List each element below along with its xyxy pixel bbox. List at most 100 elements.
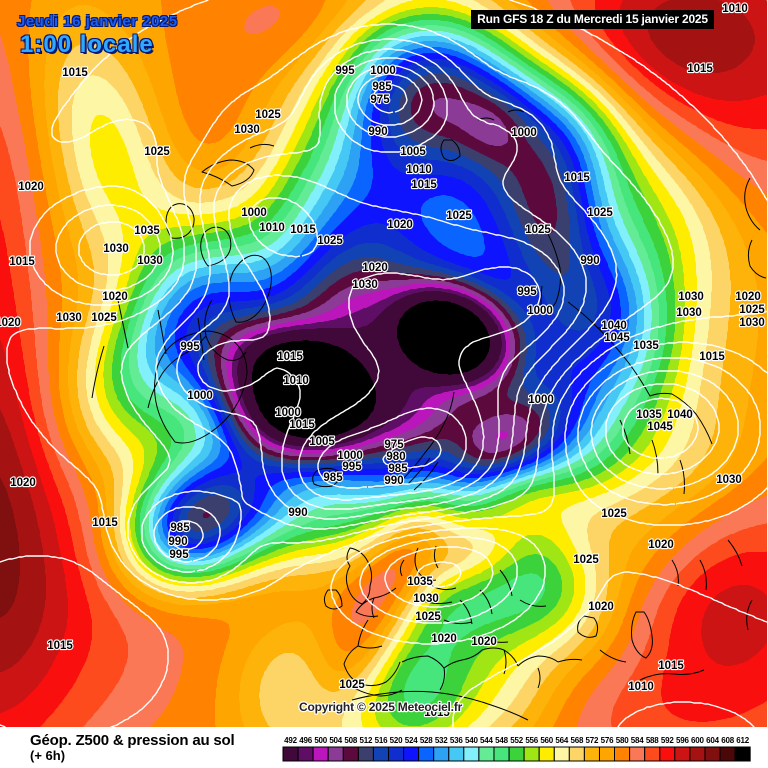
svg-text:975: 975 (370, 94, 390, 106)
svg-text:1045: 1045 (604, 332, 630, 344)
svg-text:1015: 1015 (9, 256, 35, 268)
svg-text:1030: 1030 (234, 124, 260, 136)
svg-text:536: 536 (450, 736, 463, 745)
svg-text:1015: 1015 (289, 419, 315, 431)
svg-text:604: 604 (706, 736, 719, 745)
svg-text:608: 608 (721, 736, 734, 745)
svg-text:1010: 1010 (283, 375, 309, 387)
svg-text:1000: 1000 (241, 207, 267, 219)
svg-text:1030: 1030 (678, 291, 704, 303)
svg-text:1020: 1020 (471, 636, 497, 648)
svg-text:552: 552 (510, 736, 523, 745)
svg-text:1000: 1000 (527, 305, 553, 317)
svg-text:564: 564 (555, 736, 568, 745)
svg-text:995: 995 (335, 65, 355, 77)
svg-text:985: 985 (372, 81, 392, 93)
svg-text:1025: 1025 (446, 210, 472, 222)
svg-text:1020: 1020 (387, 219, 413, 231)
svg-text:1015: 1015 (564, 172, 590, 184)
svg-text:1030: 1030 (352, 279, 378, 291)
svg-text:1015: 1015 (687, 63, 713, 75)
svg-text:1025: 1025 (739, 304, 765, 316)
svg-text:1010: 1010 (259, 222, 285, 234)
svg-text:1025: 1025 (525, 224, 551, 236)
svg-text:1005: 1005 (309, 436, 335, 448)
svg-text:1000: 1000 (187, 390, 213, 402)
svg-text:1020: 1020 (18, 181, 44, 193)
svg-text:1030: 1030 (103, 243, 129, 255)
svg-text:1025: 1025 (573, 554, 599, 566)
svg-text:1035: 1035 (134, 225, 160, 237)
svg-text:556: 556 (525, 736, 538, 745)
svg-text:528: 528 (420, 736, 433, 745)
svg-text:1045: 1045 (647, 421, 673, 433)
svg-text:1025: 1025 (587, 207, 613, 219)
svg-text:1020: 1020 (588, 601, 614, 613)
svg-text:1015: 1015 (658, 660, 684, 672)
svg-text:544: 544 (480, 736, 493, 745)
svg-text:508: 508 (344, 736, 357, 745)
svg-text:990: 990 (168, 536, 187, 548)
svg-text:548: 548 (495, 736, 508, 745)
svg-text:1030: 1030 (716, 474, 742, 486)
svg-text:1020: 1020 (735, 291, 761, 303)
svg-text:1025: 1025 (144, 146, 170, 158)
svg-text:1015: 1015 (411, 179, 437, 191)
svg-text:1025: 1025 (601, 508, 627, 520)
svg-text:568: 568 (571, 736, 584, 745)
svg-text:990: 990 (368, 126, 387, 138)
svg-text:1025: 1025 (317, 235, 343, 247)
svg-text:540: 540 (465, 736, 478, 745)
svg-text:592: 592 (661, 736, 674, 745)
svg-text:1025: 1025 (415, 611, 441, 623)
svg-text:1025: 1025 (255, 109, 281, 121)
svg-text:1020: 1020 (431, 633, 457, 645)
svg-text:1000: 1000 (528, 394, 554, 406)
svg-text:995: 995 (342, 461, 362, 473)
svg-text:1020: 1020 (10, 477, 36, 489)
svg-text:532: 532 (435, 736, 448, 745)
svg-text:1020: 1020 (0, 317, 21, 329)
svg-text:496: 496 (299, 736, 312, 745)
svg-text:1000: 1000 (370, 65, 396, 77)
svg-text:1035: 1035 (636, 409, 662, 421)
svg-text:500: 500 (314, 736, 327, 745)
svg-text:516: 516 (375, 736, 388, 745)
svg-text:524: 524 (405, 736, 418, 745)
svg-text:576: 576 (601, 736, 614, 745)
svg-text:990: 990 (580, 255, 599, 267)
svg-text:1000: 1000 (511, 127, 537, 139)
svg-text:980: 980 (386, 451, 405, 463)
svg-text:975: 975 (384, 439, 404, 451)
svg-text:985: 985 (170, 522, 190, 534)
svg-text:1030: 1030 (56, 312, 82, 324)
svg-text:1015: 1015 (62, 67, 88, 79)
svg-text:612: 612 (736, 736, 749, 745)
svg-text:985: 985 (323, 472, 343, 484)
svg-text:492: 492 (284, 736, 297, 745)
svg-text:1015: 1015 (92, 517, 118, 529)
svg-text:1015: 1015 (424, 707, 450, 719)
svg-text:1010: 1010 (406, 164, 432, 176)
svg-text:1005: 1005 (400, 146, 426, 158)
svg-text:1030: 1030 (413, 593, 439, 605)
svg-text:1040: 1040 (601, 320, 627, 332)
svg-text:1015: 1015 (47, 640, 73, 652)
svg-text:584: 584 (631, 736, 644, 745)
svg-text:588: 588 (646, 736, 659, 745)
svg-text:995: 995 (180, 341, 200, 353)
svg-text:1020: 1020 (648, 539, 674, 551)
svg-text:504: 504 (329, 736, 342, 745)
svg-text:Copyright © 2025 Meteociel.fr: Copyright © 2025 Meteociel.fr (299, 700, 463, 714)
svg-text:1020: 1020 (362, 262, 388, 274)
svg-text:1015: 1015 (290, 224, 316, 236)
svg-text:560: 560 (540, 736, 553, 745)
svg-text:1010: 1010 (722, 3, 748, 15)
svg-text:1035: 1035 (633, 340, 659, 352)
svg-text:1030: 1030 (676, 307, 702, 319)
svg-text:1040: 1040 (667, 409, 693, 421)
svg-text:1000: 1000 (275, 407, 301, 419)
svg-text:572: 572 (586, 736, 599, 745)
svg-text:1025: 1025 (339, 679, 365, 691)
svg-text:990: 990 (384, 475, 403, 487)
